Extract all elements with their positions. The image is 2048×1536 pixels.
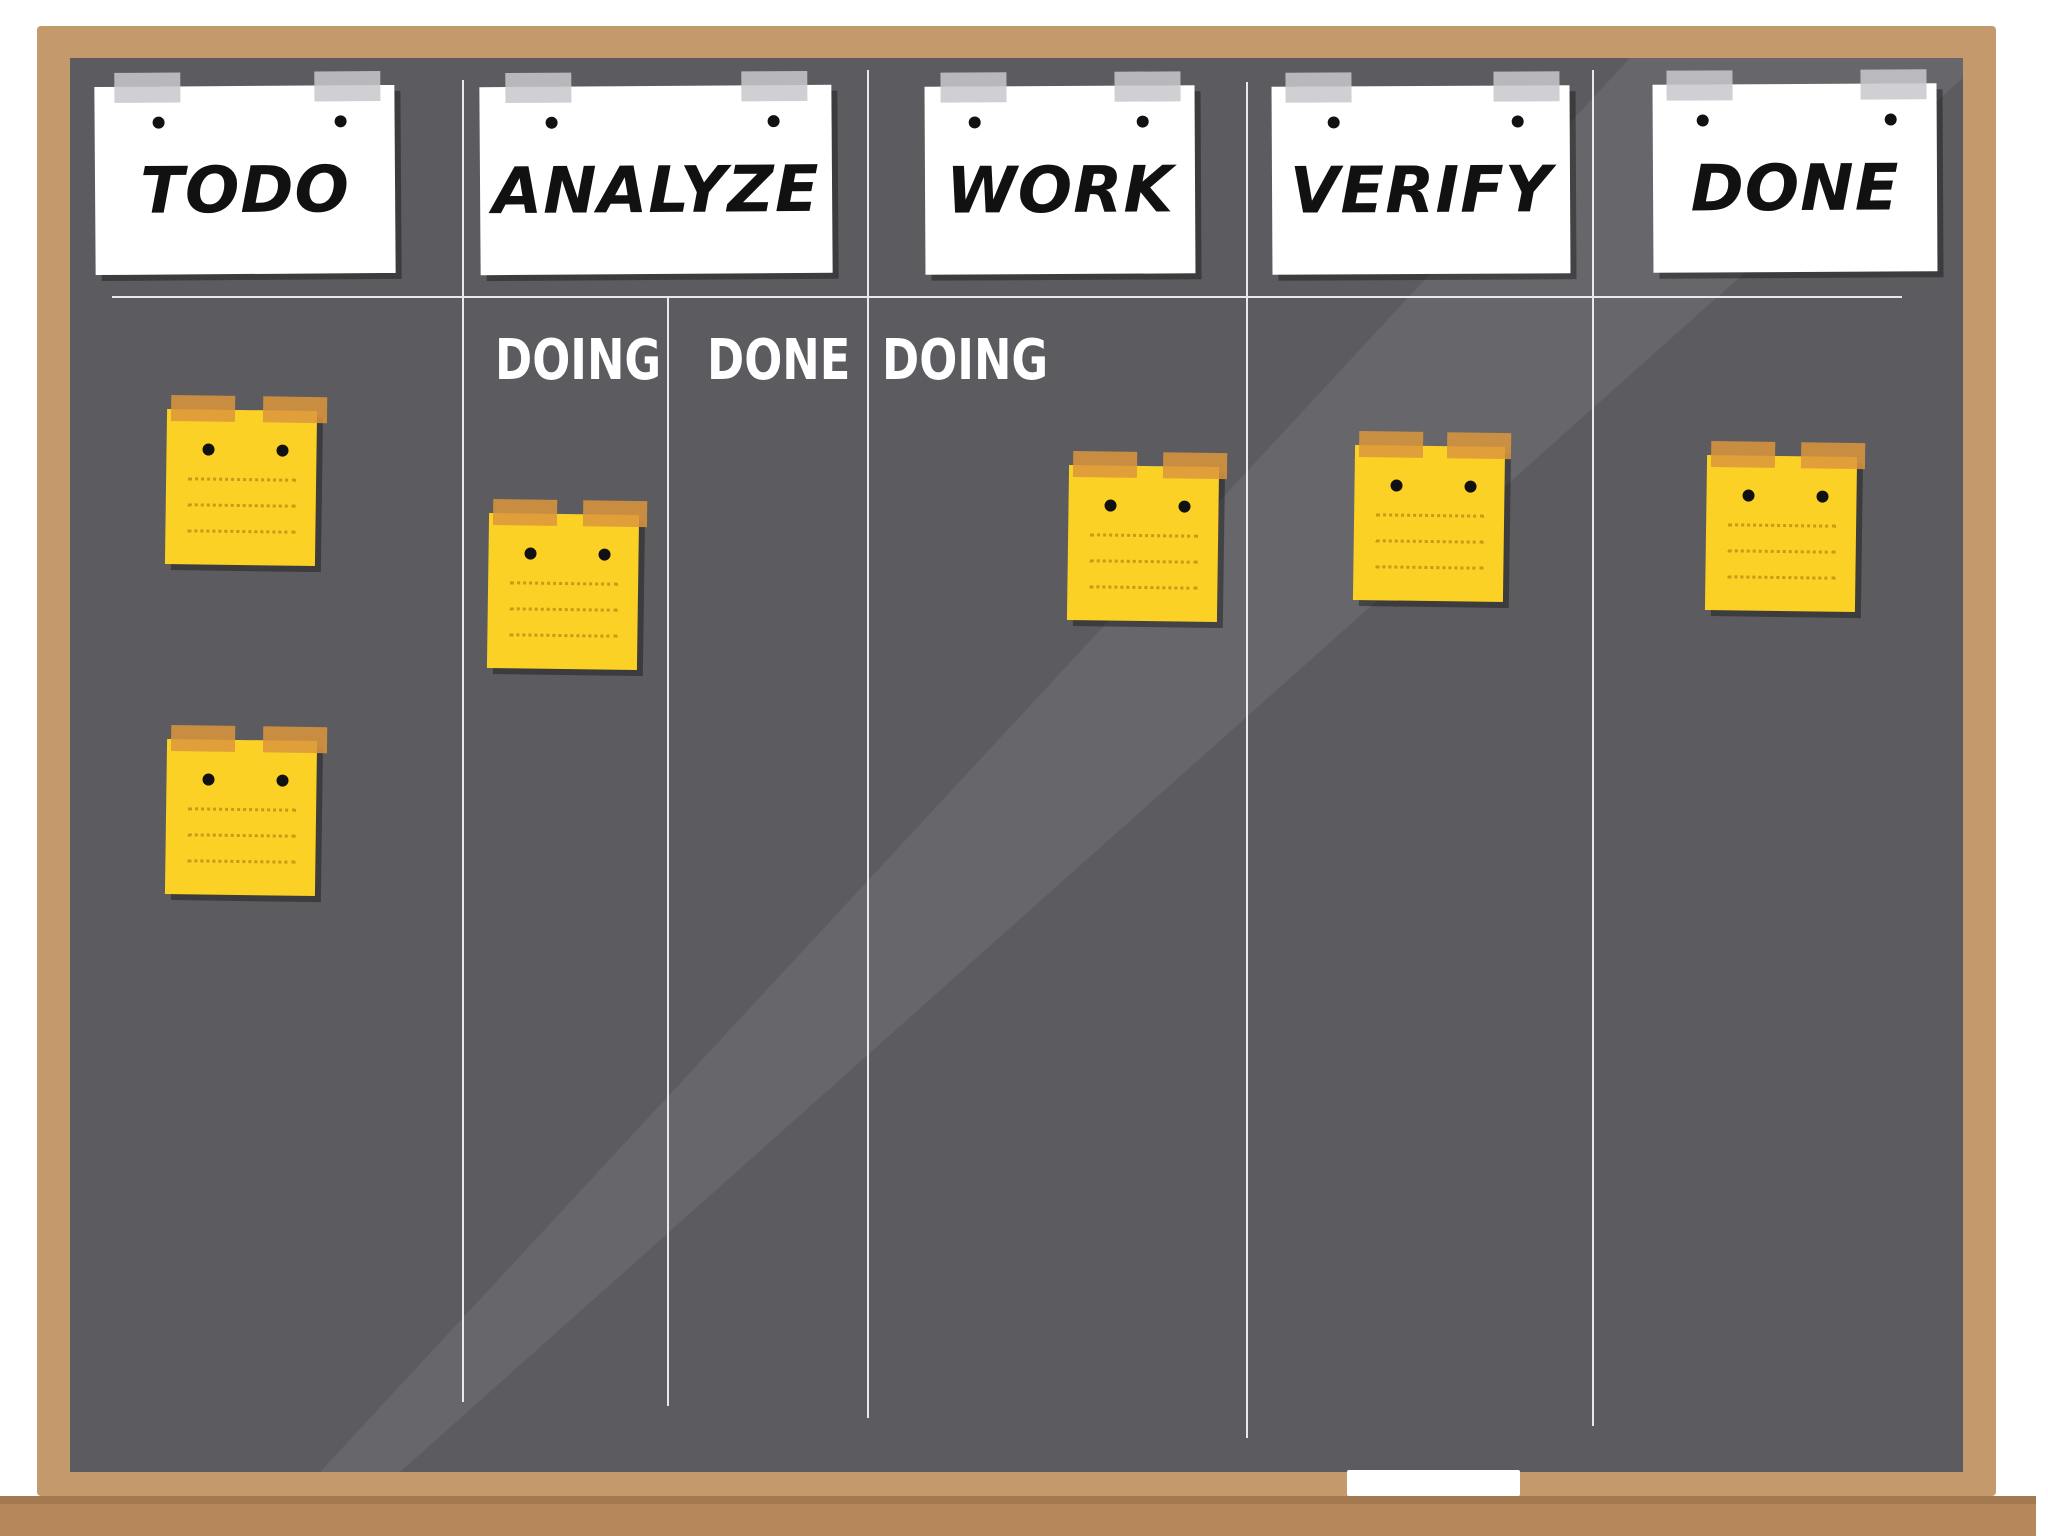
tape [1860, 69, 1927, 100]
column-divider-2 [667, 298, 669, 1406]
tape [1285, 72, 1352, 103]
pin-hole [276, 774, 289, 787]
column-divider-3 [867, 70, 869, 1418]
column-header-work: WORK [924, 71, 1196, 275]
tape [314, 71, 381, 102]
note-line [1376, 513, 1485, 518]
pin-hole [334, 115, 347, 128]
pin-hole [152, 116, 165, 129]
note-line [1727, 549, 1836, 554]
pin-hole [1390, 479, 1403, 492]
pin-hole [767, 115, 780, 128]
tape [1114, 71, 1181, 102]
tape [1800, 442, 1866, 470]
sticky-note[interactable] [1066, 451, 1228, 623]
note-line [188, 807, 297, 812]
column-header-done: DONE [1652, 69, 1938, 273]
tape [170, 725, 236, 752]
subcolumn-label-analyze-doing: DOING [495, 328, 662, 393]
pin-hole [276, 444, 289, 457]
pin-hole [545, 116, 558, 129]
pin-hole [1104, 499, 1117, 512]
pin-hole [1511, 115, 1524, 128]
pin-hole [202, 773, 215, 786]
pin-hole [1178, 500, 1191, 513]
pin-hole [1742, 489, 1755, 502]
sticky-note[interactable] [486, 499, 648, 671]
header-divider-left [112, 296, 1902, 298]
pin-hole [1884, 113, 1897, 126]
note-line [1728, 523, 1837, 528]
pin-hole [1327, 116, 1340, 129]
note-line [1089, 585, 1198, 590]
pin-hole [1136, 115, 1149, 128]
tape [505, 72, 572, 104]
column-header-analyze: ANALYZE [479, 70, 833, 276]
tape [1710, 441, 1776, 468]
column-header-verify: VERIFY [1271, 71, 1571, 275]
tape [1358, 431, 1424, 458]
tape [492, 499, 558, 526]
tape [1493, 71, 1560, 102]
pin-hole [968, 116, 981, 129]
tape [114, 72, 181, 103]
note-line [509, 633, 618, 638]
note-line [510, 581, 619, 586]
column-title: VERIFY [1289, 153, 1553, 229]
note-line [1375, 539, 1484, 544]
tape [170, 395, 236, 422]
chalk-eraser[interactable] [1347, 1470, 1520, 1496]
column-title: TODO [140, 153, 351, 229]
note-line [1090, 533, 1199, 538]
subcolumn-label-work-doing: DOING [882, 328, 1049, 393]
column-title: WORK [945, 153, 1175, 229]
column-divider-4 [1246, 82, 1248, 1438]
pin-hole [524, 547, 537, 560]
pin-hole [1464, 480, 1477, 493]
tape [262, 726, 328, 754]
tape [1072, 451, 1138, 478]
tape [1666, 70, 1733, 101]
pin-hole [1816, 490, 1829, 503]
tape [1162, 452, 1228, 480]
board-ledge-edge [0, 1496, 2036, 1504]
note-line [187, 859, 296, 864]
pin-hole [202, 443, 215, 456]
note-line [1375, 565, 1484, 570]
column-header-todo: TODO [94, 71, 396, 276]
column-title: DONE [1690, 151, 1900, 227]
sticky-note[interactable] [164, 725, 328, 897]
tape [741, 70, 808, 102]
note-line [187, 833, 296, 838]
tape [262, 396, 328, 424]
note-line [1727, 575, 1836, 580]
note-line [188, 477, 297, 482]
sticky-note[interactable] [164, 395, 328, 567]
column-divider-5 [1592, 70, 1594, 1426]
tape [1446, 432, 1512, 460]
note-line [187, 529, 296, 534]
column-divider-1 [462, 80, 464, 1402]
sticky-note[interactable] [1352, 431, 1512, 603]
kanban-board: TODO ANALYZE WORK VERIFY DONE DOING DONE… [70, 58, 1963, 1472]
note-line [187, 503, 296, 508]
pin-hole [1696, 114, 1709, 127]
sticky-note[interactable] [1704, 441, 1866, 613]
pin-hole [598, 548, 611, 561]
note-line [1089, 559, 1198, 564]
column-title: ANALYZE [492, 152, 820, 230]
subcolumn-label-analyze-done: DONE [707, 328, 851, 393]
tape [582, 500, 648, 528]
note-line [509, 607, 618, 612]
tape [940, 72, 1007, 103]
